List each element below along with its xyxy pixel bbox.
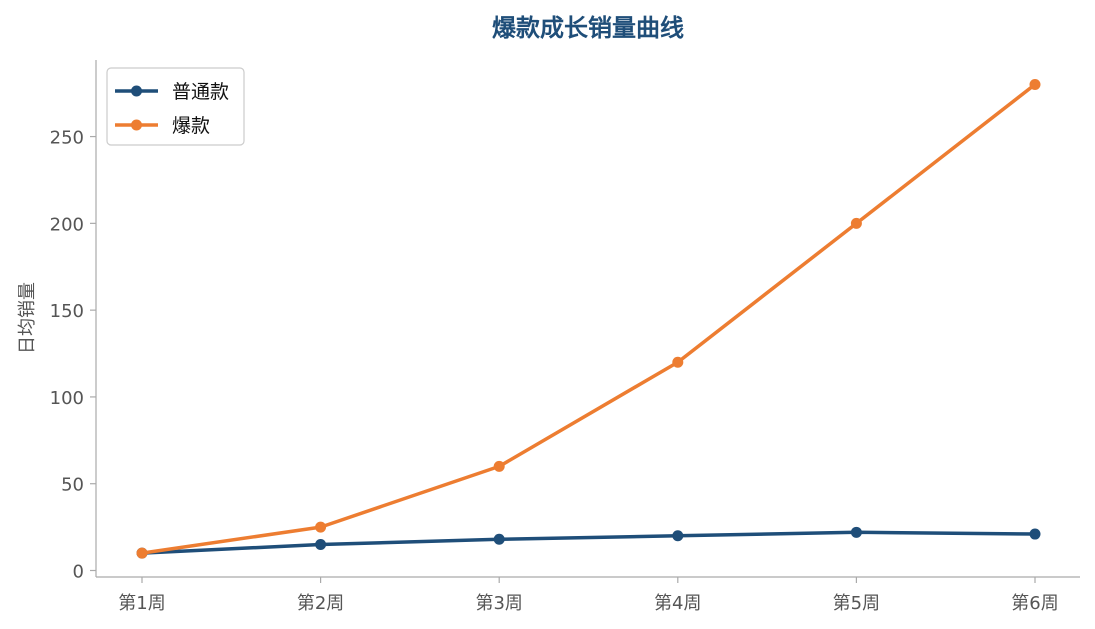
series-2-point — [315, 521, 327, 533]
series-1-point — [850, 526, 862, 538]
series-2-point — [672, 356, 684, 368]
series-line-2 — [140, 82, 1037, 555]
series-2-point — [850, 217, 862, 229]
x-tick-label: 第2周 — [297, 593, 344, 614]
series-2-point — [136, 547, 148, 559]
x-tick-label: 第1周 — [118, 593, 165, 614]
ticks-layer: 0 50 100 150 200 250 第1周 第2周 第3周 第4周 第5周 第6周 — [50, 128, 1059, 614]
y-tick-label: 100 — [50, 388, 84, 409]
series-1-point — [1029, 528, 1041, 540]
legend-swatch-marker — [131, 85, 142, 97]
series-1-point — [493, 533, 505, 545]
y-tick-label: 200 — [50, 214, 84, 235]
series-2-point — [1029, 79, 1041, 90]
series-2-point — [493, 460, 505, 472]
y-tick-label: 0 — [73, 562, 84, 583]
x-tick-label: 第5周 — [833, 593, 880, 614]
legend-label: 爆款 — [172, 115, 210, 137]
chart-title: 爆款成长销量曲线 — [492, 14, 684, 42]
series-line-1 — [140, 530, 1037, 555]
series-1-point — [672, 530, 684, 542]
series-1-point — [315, 538, 327, 550]
series-layer — [136, 79, 1041, 559]
y-tick-label: 250 — [50, 128, 84, 149]
y-tick-label: 150 — [50, 301, 84, 322]
legend-swatch-marker — [131, 119, 142, 131]
legend-label: 普通款 — [172, 81, 229, 103]
x-tick-label: 第4周 — [654, 593, 701, 614]
x-tick-label: 第6周 — [1011, 593, 1058, 614]
x-tick-label: 第3周 — [475, 593, 522, 614]
y-axis-label: 日均销量 — [17, 282, 38, 354]
y-tick-label: 50 — [61, 475, 84, 496]
